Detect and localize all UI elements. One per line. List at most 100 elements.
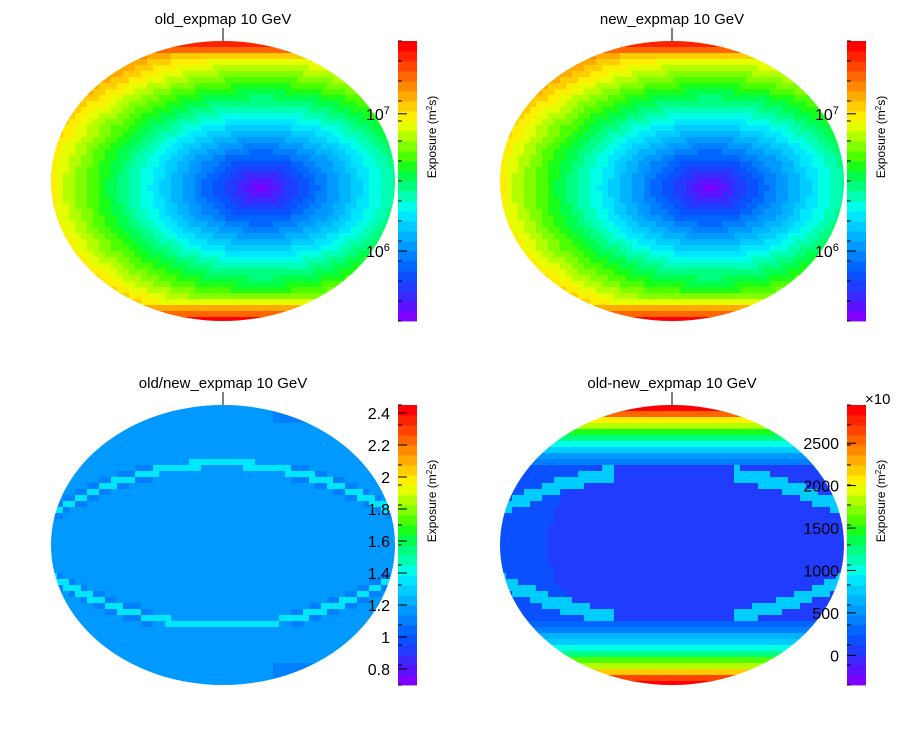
heatmap-cell <box>207 173 214 180</box>
heatmap-cell <box>285 47 292 54</box>
heatmap-cell <box>195 131 202 138</box>
heatmap-cell <box>542 191 549 198</box>
heatmap-cell <box>315 305 322 312</box>
heatmap-cell <box>656 143 663 150</box>
heatmap-cell <box>285 71 292 78</box>
heatmap-cell <box>261 305 268 312</box>
heatmap-cell <box>273 149 280 156</box>
heatmap-cell <box>764 209 771 216</box>
heatmap-cell <box>207 227 214 234</box>
heatmap-cell <box>824 149 831 156</box>
heatmap-cell <box>722 191 729 198</box>
heatmap-cell <box>782 209 789 216</box>
heatmap-cell <box>141 83 148 90</box>
heatmap-cell <box>189 209 196 216</box>
heatmap-cell <box>584 143 591 150</box>
heatmap-cell <box>237 281 244 288</box>
heatmap-cell <box>63 53 70 60</box>
heatmap-cell <box>273 311 280 318</box>
heatmap-cell <box>812 251 819 258</box>
heatmap-cell <box>279 317 286 321</box>
heatmap-cell <box>788 197 795 204</box>
heatmap-cell <box>93 299 100 306</box>
heatmap-cell <box>752 185 759 192</box>
heatmap-cell <box>740 143 747 150</box>
heatmap-cell <box>333 59 340 66</box>
heatmap-cell <box>327 221 334 228</box>
heatmap-cell <box>530 149 537 156</box>
heatmap-cell <box>536 179 543 186</box>
heatmap-cell <box>291 77 298 84</box>
heatmap-cell <box>297 53 304 60</box>
heatmap-cell <box>716 233 723 240</box>
heatmap-cell <box>369 119 376 126</box>
heatmap-cell <box>644 143 651 150</box>
heatmap-cell <box>255 179 262 186</box>
heatmap-cell <box>524 239 531 246</box>
heatmap-cell <box>75 131 82 138</box>
heatmap-cell <box>818 155 825 162</box>
heatmap-cell <box>548 179 555 186</box>
heatmap-cell <box>165 281 172 288</box>
heatmap-cell <box>333 179 340 186</box>
heatmap-cell <box>387 293 394 300</box>
heatmap-cell <box>608 59 615 66</box>
heatmap-cell <box>195 113 202 120</box>
heatmap-cell <box>51 227 58 234</box>
heatmap-cell <box>674 125 681 132</box>
heatmap-cell <box>63 131 70 138</box>
heatmap-cell <box>201 47 208 54</box>
heatmap-cell <box>171 317 178 321</box>
heatmap-cell <box>177 197 184 204</box>
heatmap-cell <box>303 41 310 48</box>
heatmap-cell <box>225 167 232 174</box>
heatmap-cell <box>201 263 208 270</box>
heatmap-cell <box>746 53 753 60</box>
heatmap-cell <box>620 101 627 108</box>
heatmap-cell <box>602 263 609 270</box>
heatmap-cell <box>183 215 190 222</box>
heatmap-cell <box>740 65 747 72</box>
heatmap-cell <box>213 305 220 312</box>
heatmap-cell <box>626 119 633 126</box>
heatmap-cell <box>740 251 747 258</box>
heatmap-cell <box>836 149 843 156</box>
heatmap-cell <box>375 59 382 66</box>
heatmap-cell <box>93 281 100 288</box>
heatmap-cell <box>69 179 76 186</box>
heatmap-cell <box>758 77 765 84</box>
heatmap-cell <box>339 215 346 222</box>
heatmap-cell <box>123 311 130 318</box>
heatmap-cell <box>321 215 328 222</box>
heatmap-cell <box>285 119 292 126</box>
heatmap-cell <box>57 191 64 198</box>
heatmap-cell <box>219 317 226 321</box>
heatmap-cell <box>147 179 154 186</box>
heatmap-cell <box>177 215 184 222</box>
heatmap-cell <box>225 227 232 234</box>
heatmap-cell <box>57 215 64 222</box>
heatmap-cell <box>219 53 226 60</box>
heatmap-cell <box>650 245 657 252</box>
heatmap-cell <box>512 215 519 222</box>
heatmap-cell <box>794 191 801 198</box>
heatmap-cell <box>93 59 100 66</box>
heatmap-cell <box>213 203 220 210</box>
heatmap-cell <box>219 233 226 240</box>
heatmap-cell <box>339 125 346 132</box>
heatmap-cell <box>638 167 645 174</box>
heatmap-cell <box>123 269 130 276</box>
heatmap-cell <box>243 275 250 282</box>
heatmap-cell <box>345 197 352 204</box>
heatmap-cell <box>554 101 561 108</box>
heatmap-cell <box>81 293 88 300</box>
heatmap-cell <box>99 305 106 312</box>
heatmap-cell <box>704 125 711 132</box>
heatmap-cell <box>267 83 274 90</box>
heatmap-cell <box>596 167 603 174</box>
heatmap-cell <box>171 245 178 252</box>
heatmap-cell <box>165 101 172 108</box>
heatmap-cell <box>674 53 681 60</box>
heatmap-cell <box>75 275 82 282</box>
heatmap-cell <box>560 221 567 228</box>
